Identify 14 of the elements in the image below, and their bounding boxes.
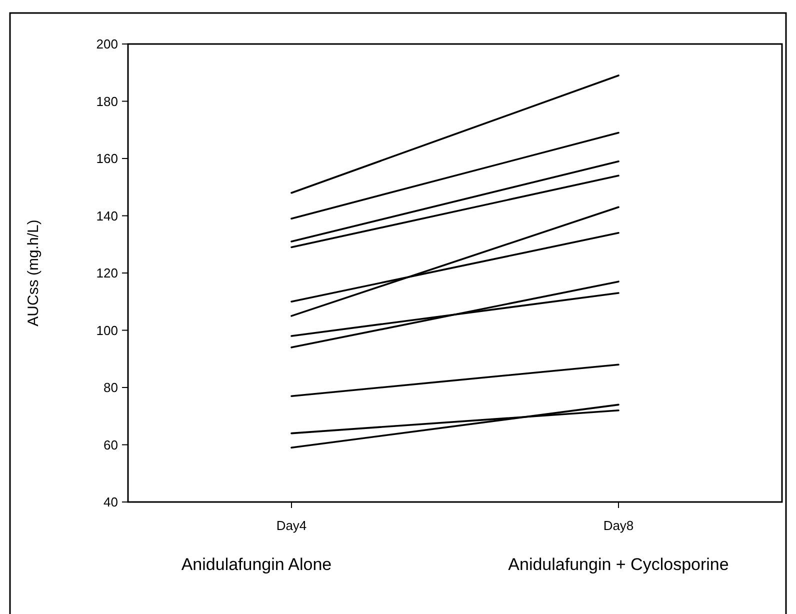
y-tick-label: 40 [104,494,118,510]
x-tick-label: Day8 [603,518,634,533]
y-tick-label: 120 [96,266,118,281]
text: Anidulafungin Alone [181,555,332,574]
y-tick-label: 180 [96,94,118,109]
y-tick-label: 60 [104,437,118,452]
y-tick-label: 160 [96,151,118,166]
y-tick-label: 100 [96,322,118,338]
text: Anidulafungin + Cyclosporine [508,555,729,574]
y-axis-title: AUCss (mg.h/L) [25,220,42,326]
y-tick-label: 80 [104,380,118,396]
y-tick-label: 140 [96,208,118,224]
x-tick-label: Day4 [276,518,307,533]
y-tick-label: 200 [96,36,118,52]
